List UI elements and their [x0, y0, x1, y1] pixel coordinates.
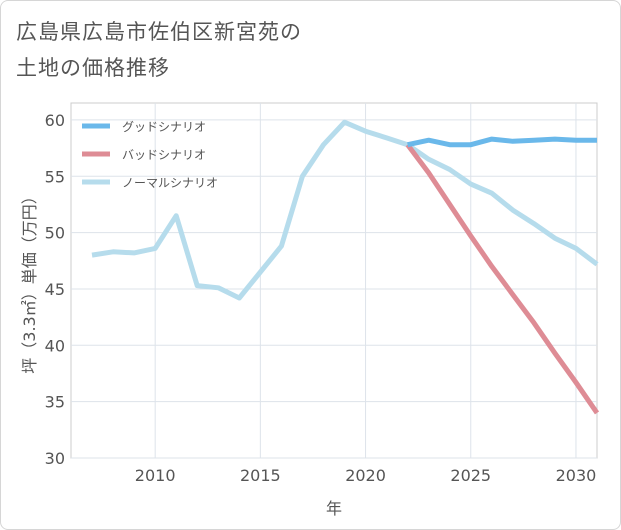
legend-label: バッドシナリオ	[122, 148, 206, 162]
grid-lines	[71, 103, 597, 459]
series-line-0	[407, 136, 597, 148]
chart-title: 広島県広島市佐伯区新宮苑の 土地の価格推移	[16, 14, 416, 86]
y-tick-label: 40	[45, 336, 65, 355]
chart-title-line-2: 土地の価格推移	[16, 56, 170, 80]
chart-title-line-1: 広島県広島市佐伯区新宮苑の	[16, 20, 302, 44]
y-axis-title: 坪（3.3㎡）単価（万円）	[20, 188, 39, 373]
series-lines	[91, 119, 600, 415]
series-line-2	[91, 119, 599, 301]
x-tick-label: 2015	[240, 466, 281, 485]
legend-label: グッドシナリオ	[122, 120, 206, 134]
y-tick-labels: 30 35 40 45 50 55 60	[45, 111, 65, 468]
x-tick-labels: 2010 2015 2020 2025 2030	[135, 466, 597, 485]
series-line-1	[405, 143, 600, 415]
x-tick-label: 2025	[450, 466, 491, 485]
y-tick-label: 35	[45, 393, 65, 412]
y-tick-label: 60	[45, 111, 65, 130]
plot-area	[70, 102, 598, 459]
legend-label: ノーマルシナリオ	[122, 176, 218, 190]
x-tick-label: 2020	[345, 466, 386, 485]
y-tick-label: 50	[45, 224, 65, 243]
x-axis-title: 年	[326, 499, 342, 518]
x-tick-label: 2010	[135, 466, 176, 485]
x-tick-label: 2030	[556, 466, 597, 485]
y-tick-label: 55	[45, 167, 65, 186]
y-tick-label: 45	[45, 280, 65, 299]
y-tick-label: 30	[45, 449, 65, 468]
